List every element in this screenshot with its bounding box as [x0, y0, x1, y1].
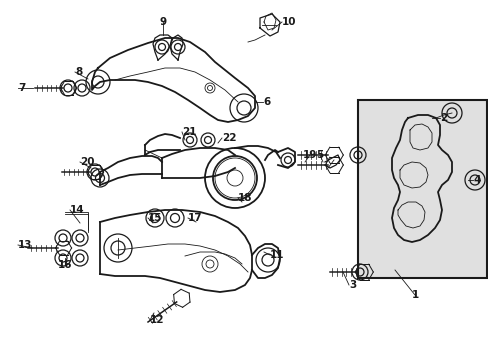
Text: 15: 15 [148, 213, 162, 223]
Text: 18: 18 [238, 193, 252, 203]
Text: 19: 19 [302, 150, 317, 160]
Text: 11: 11 [269, 250, 284, 260]
Bar [357, 100, 486, 278]
Text: 12: 12 [150, 315, 164, 325]
Text: 14: 14 [70, 205, 84, 215]
Text: 3: 3 [348, 280, 356, 290]
Text: 6: 6 [263, 97, 270, 107]
Text: 5: 5 [316, 150, 323, 160]
Text: 2: 2 [439, 113, 447, 123]
Text: 16: 16 [58, 260, 72, 270]
Text: 17: 17 [187, 213, 202, 223]
Text: 22: 22 [222, 133, 236, 143]
Text: 21: 21 [182, 127, 196, 137]
Text: 1: 1 [410, 290, 418, 300]
Text: 7: 7 [18, 83, 25, 93]
Text: 8: 8 [75, 67, 82, 77]
Text: 20: 20 [80, 157, 94, 167]
Text: 13: 13 [18, 240, 32, 250]
Text: 9: 9 [159, 17, 166, 27]
Text: 4: 4 [472, 175, 479, 185]
Text: 10: 10 [282, 17, 296, 27]
